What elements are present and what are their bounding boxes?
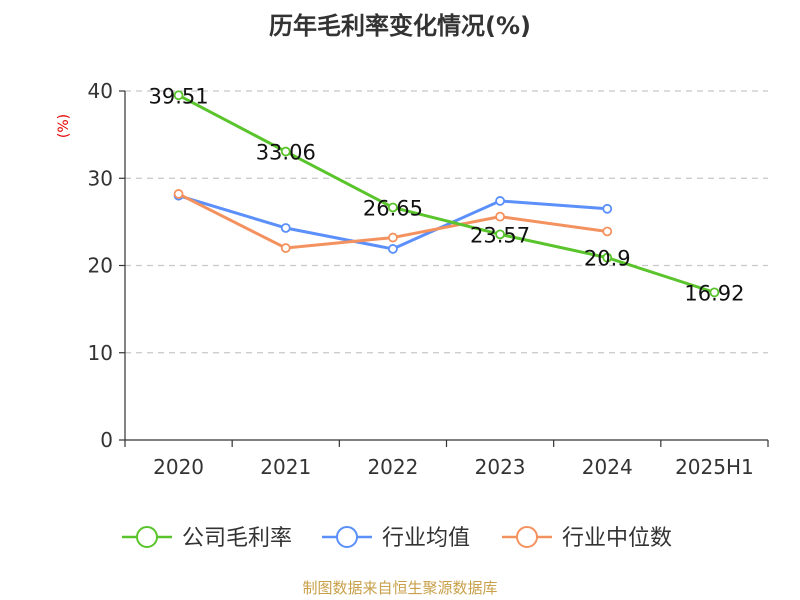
data-point	[173, 189, 184, 199]
legend-label: 行业均值	[382, 526, 470, 551]
legend-item: 公司毛利率	[122, 526, 292, 551]
x-tick-label: 2022	[367, 455, 418, 479]
data-point	[495, 196, 505, 206]
data-label: 16.92	[684, 281, 744, 305]
data-point	[280, 146, 291, 157]
y-axis-unit: (%)	[56, 114, 72, 138]
data-point	[173, 90, 184, 101]
legend-label: 公司毛利率	[182, 526, 292, 551]
legend-label: 行业中位数	[562, 526, 672, 551]
series-2	[173, 189, 613, 253]
source-note: 制图数据来自恒生聚源数据库	[302, 579, 497, 597]
data-label: 26.65	[363, 196, 423, 220]
y-tick-label: 10	[88, 341, 113, 365]
legend-item: 行业均值	[322, 526, 470, 551]
y-tick-label: 0	[100, 428, 113, 452]
x-tick-label: 2021	[260, 455, 311, 479]
grid	[125, 90, 768, 354]
y-tick-label: 20	[88, 254, 113, 278]
series-0	[173, 90, 720, 298]
data-point	[280, 223, 291, 233]
y-tick-label: 40	[88, 79, 113, 103]
data-label: 33.06	[256, 141, 316, 165]
data-point	[602, 203, 613, 214]
data-point	[388, 232, 398, 243]
data-point	[388, 202, 398, 213]
x-tick-label: 2025H1	[675, 455, 754, 479]
data-labels: 39.51 33.06 26.65 23.57 20.9 16.92	[149, 84, 745, 305]
axes: 0 10 20 30 40 2020 2021 2022 2023 2024 2025H1	[88, 79, 769, 479]
data-label: 20.9	[584, 247, 631, 271]
data-point	[709, 287, 720, 298]
series-line	[177, 93, 715, 294]
x-tick-label: 2023	[475, 455, 526, 479]
data-point	[495, 229, 505, 240]
data-point	[495, 211, 505, 222]
x-tick-label: 2024	[582, 455, 633, 479]
data-point	[388, 244, 398, 254]
data-point	[280, 243, 291, 253]
x-tick-label: 2020	[153, 455, 204, 479]
chart-title: 历年毛利率变化情况(%)	[269, 12, 531, 40]
series-layer	[173, 90, 720, 298]
data-label: 39.51	[149, 84, 209, 108]
legend-item: 行业中位数	[502, 526, 672, 551]
data-point	[602, 226, 613, 237]
legend: 公司毛利率 行业均值 行业中位数	[122, 526, 672, 551]
y-tick-label: 30	[88, 166, 113, 190]
legend-marker	[516, 526, 538, 548]
legend-marker	[336, 526, 358, 548]
data-label: 23.57	[470, 223, 530, 247]
data-point	[602, 252, 613, 263]
legend-marker	[136, 526, 158, 548]
